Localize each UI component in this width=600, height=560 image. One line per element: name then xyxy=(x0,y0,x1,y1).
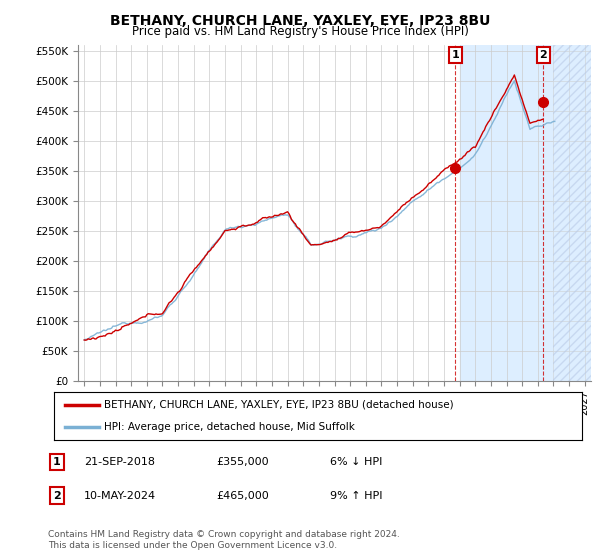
Text: BETHANY, CHURCH LANE, YAXLEY, EYE, IP23 8BU: BETHANY, CHURCH LANE, YAXLEY, EYE, IP23 … xyxy=(110,14,490,28)
Text: 2: 2 xyxy=(53,491,61,501)
Text: 6% ↓ HPI: 6% ↓ HPI xyxy=(330,457,382,467)
Text: 10-MAY-2024: 10-MAY-2024 xyxy=(84,491,156,501)
Text: 9% ↑ HPI: 9% ↑ HPI xyxy=(330,491,383,501)
Text: Price paid vs. HM Land Registry's House Price Index (HPI): Price paid vs. HM Land Registry's House … xyxy=(131,25,469,38)
Bar xyxy=(460,45,591,381)
Text: £355,000: £355,000 xyxy=(216,457,269,467)
Text: 1: 1 xyxy=(451,50,459,60)
Text: HPI: Average price, detached house, Mid Suffolk: HPI: Average price, detached house, Mid … xyxy=(104,422,355,432)
Text: 2: 2 xyxy=(539,50,547,60)
Text: Contains HM Land Registry data © Crown copyright and database right 2024.: Contains HM Land Registry data © Crown c… xyxy=(48,530,400,539)
Text: 21-SEP-2018: 21-SEP-2018 xyxy=(84,457,155,467)
Text: 1: 1 xyxy=(53,457,61,467)
Text: BETHANY, CHURCH LANE, YAXLEY, EYE, IP23 8BU (detached house): BETHANY, CHURCH LANE, YAXLEY, EYE, IP23 … xyxy=(104,400,454,410)
Bar xyxy=(553,45,591,381)
Text: This data is licensed under the Open Government Licence v3.0.: This data is licensed under the Open Gov… xyxy=(48,541,337,550)
Text: £465,000: £465,000 xyxy=(216,491,269,501)
Bar xyxy=(553,45,591,381)
